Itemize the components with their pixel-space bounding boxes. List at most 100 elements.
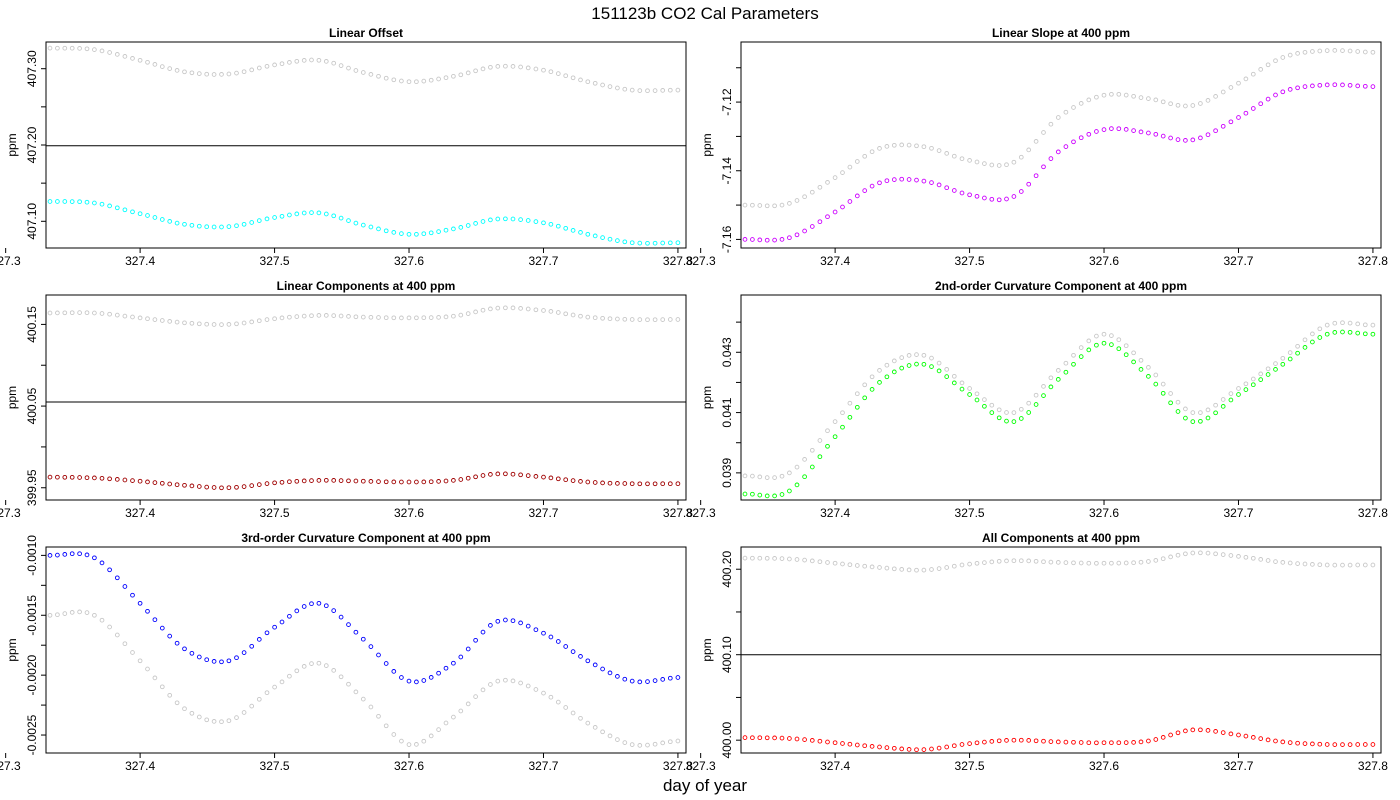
data-point	[1324, 331, 1330, 337]
data-point	[1153, 97, 1159, 103]
data-point	[1302, 84, 1308, 89]
data-point	[159, 64, 165, 69]
data-point	[1236, 80, 1241, 86]
data-point	[47, 45, 53, 51]
data-point	[951, 188, 957, 193]
data-point	[99, 201, 105, 207]
data-point	[1355, 330, 1361, 336]
data-point	[443, 227, 449, 233]
data-point	[1265, 558, 1271, 563]
data-point	[959, 380, 965, 386]
data-point	[234, 715, 239, 720]
data-point	[1101, 560, 1107, 566]
data-point	[1026, 400, 1032, 406]
data-point	[301, 604, 307, 609]
data-point	[675, 738, 681, 744]
data-point	[1265, 62, 1271, 68]
data-point	[1146, 738, 1151, 744]
data-point	[1101, 340, 1107, 346]
data-point	[764, 493, 770, 499]
data-point	[1160, 735, 1166, 740]
data-point	[383, 75, 389, 81]
data-point	[832, 740, 838, 746]
data-point	[1094, 560, 1099, 566]
data-point	[473, 694, 478, 699]
data-point	[936, 745, 942, 751]
data-point	[287, 212, 292, 218]
data-point	[55, 199, 60, 204]
data-point	[1362, 49, 1368, 55]
data-point	[241, 69, 247, 75]
data-point	[1265, 366, 1271, 372]
data-point	[1153, 131, 1159, 137]
data-point	[982, 739, 987, 745]
data-point	[62, 310, 68, 316]
data-point	[391, 77, 397, 83]
data-point	[1175, 552, 1181, 558]
data-point	[436, 479, 441, 484]
data-point	[1228, 85, 1234, 90]
data-point	[1228, 391, 1234, 396]
x-tick-label: 327.3	[686, 506, 716, 520]
data-point	[211, 224, 217, 230]
data-point	[869, 744, 875, 749]
data-point	[570, 312, 576, 318]
data-point	[399, 675, 404, 680]
data-point	[316, 660, 322, 666]
data-point	[376, 713, 381, 719]
data-point	[360, 696, 366, 702]
data-point	[1273, 58, 1278, 64]
data-point	[256, 696, 262, 702]
data-point	[1078, 101, 1084, 106]
data-point	[421, 315, 427, 321]
data-point	[69, 474, 75, 480]
data-point	[107, 50, 112, 55]
data-point	[967, 392, 972, 397]
data-point	[1011, 410, 1017, 415]
data-point	[585, 231, 591, 237]
data-point	[840, 410, 845, 416]
data-point	[667, 675, 673, 681]
data-point	[1175, 409, 1181, 414]
data-point	[99, 560, 105, 566]
panel-title: 3rd-order Curvature Component at 400 ppm	[241, 531, 490, 545]
data-point	[1160, 133, 1166, 139]
data-point	[667, 317, 673, 322]
data-point	[1048, 739, 1054, 744]
data-point	[1123, 740, 1129, 745]
x-tick-label: 327.8	[663, 254, 693, 268]
data-point	[1220, 89, 1226, 95]
data-point	[779, 202, 785, 208]
data-point	[1041, 559, 1046, 565]
data-point	[1362, 83, 1368, 89]
data-point	[1243, 110, 1249, 116]
data-point	[959, 386, 965, 392]
data-point	[1048, 559, 1054, 565]
data-point	[480, 473, 486, 478]
data-point	[503, 677, 508, 683]
data-point	[742, 473, 748, 479]
data-point	[1063, 369, 1069, 375]
data-point	[772, 735, 777, 741]
x-tick-label: 327.5	[955, 506, 985, 520]
data-point	[182, 646, 187, 652]
data-point	[1183, 103, 1188, 109]
data-point	[368, 704, 374, 710]
data-point	[869, 149, 875, 155]
data-point	[600, 480, 605, 486]
data-point	[92, 47, 97, 52]
data-point	[578, 479, 583, 484]
data-point	[869, 374, 875, 380]
data-point	[47, 310, 53, 316]
data-point	[802, 737, 807, 742]
x-tick-label: 327.8	[663, 506, 693, 520]
data-point	[69, 310, 75, 316]
plot-frame	[740, 546, 1382, 754]
data-point	[1116, 91, 1122, 97]
y-tick-label: 400.00	[720, 722, 734, 759]
data-point	[368, 72, 374, 77]
data-point	[1048, 384, 1054, 390]
data-point	[862, 743, 868, 749]
data-point	[84, 475, 90, 481]
data-point	[996, 558, 1002, 564]
